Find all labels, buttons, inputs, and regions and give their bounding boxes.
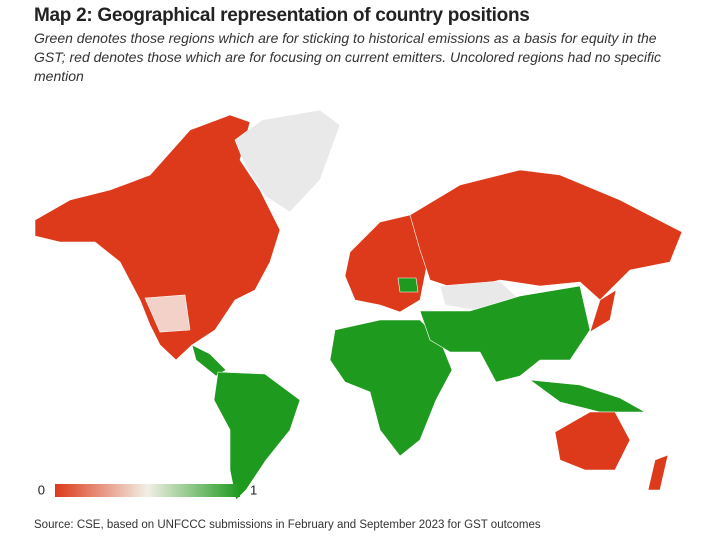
africa — [329, 319, 453, 457]
title: Map 2: Geographical representation of co… — [34, 5, 530, 26]
australia — [554, 411, 631, 471]
new-zealand — [647, 454, 669, 491]
legend-colorbar — [55, 484, 240, 497]
north-america — [34, 114, 281, 361]
source: Source: CSE, based on UNFCCC submissions… — [34, 519, 541, 531]
central-america — [191, 344, 227, 377]
subtitle: Green denotes those regions which are fo… — [34, 30, 661, 84]
us-southwest — [144, 294, 191, 333]
japan — [589, 289, 617, 333]
legend-tick-label: 1 — [250, 482, 257, 497]
southeast-asia — [528, 379, 647, 413]
asia — [419, 285, 591, 383]
greenland — [234, 109, 341, 213]
legend-tick-label: 0 — [38, 482, 45, 497]
ukraine — [397, 277, 419, 293]
map-regions — [34, 109, 683, 501]
south-america — [213, 371, 301, 501]
russia — [409, 169, 683, 301]
